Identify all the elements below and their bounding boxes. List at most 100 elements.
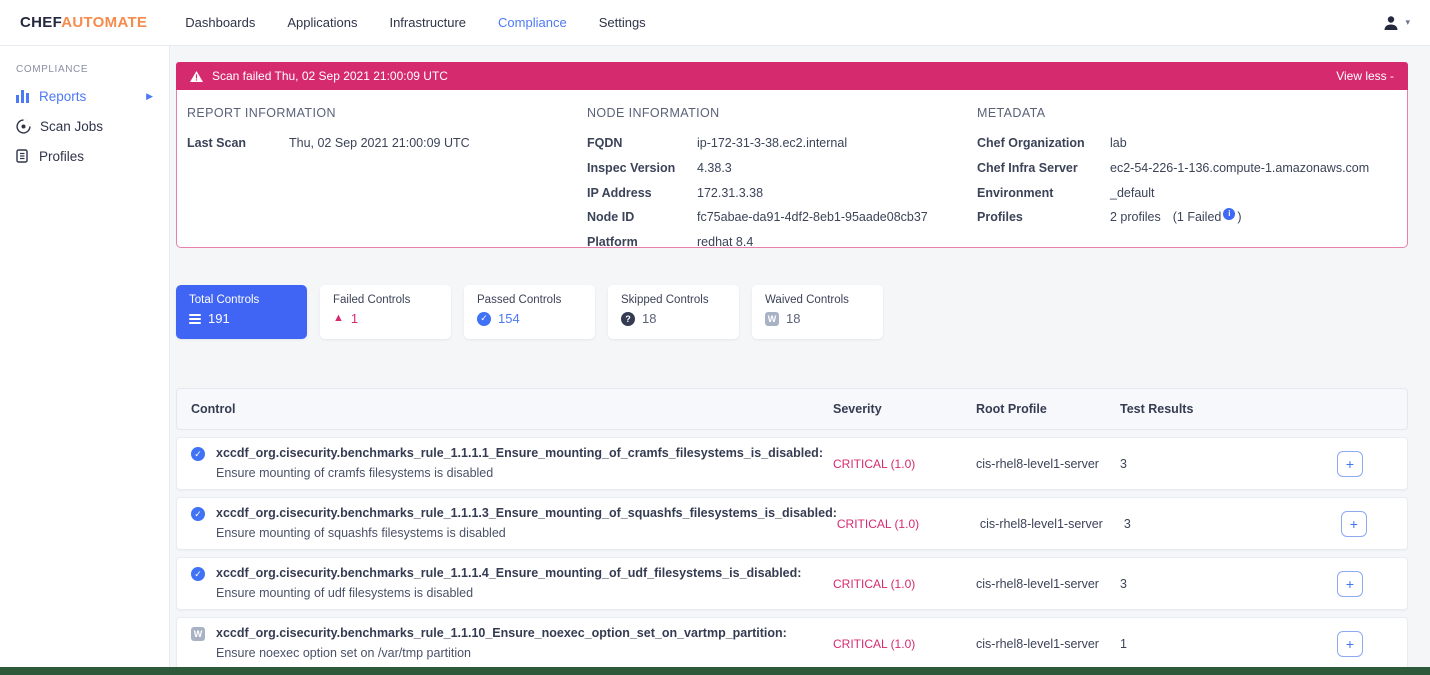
node-information-section: NODE INFORMATION FQDN ip-172-31-3-38.ec2…	[587, 106, 977, 249]
severity-badge: CRITICAL (1.0)	[833, 576, 916, 591]
stat-value: 18	[642, 311, 657, 326]
chef-automate-logo[interactable]: CHEFAUTOMATE	[20, 14, 147, 31]
control-row: W xccdf_org.cisecurity.benchmarks_rule_1…	[176, 617, 1408, 670]
sidebar-section-label: COMPLIANCE	[16, 64, 89, 75]
last-scan-row: Last Scan Thu, 02 Sep 2021 21:00:09 UTC	[187, 134, 587, 153]
user-avatar-icon	[1382, 14, 1400, 32]
stat-card-passed-controls[interactable]: Passed Controls ✓ 154	[464, 285, 595, 339]
report-detail-panel: REPORT INFORMATION Last Scan Thu, 02 Sep…	[176, 90, 1408, 249]
brand-chef: CHEF	[20, 14, 62, 31]
col-header-test-results: Test Results	[1120, 402, 1194, 416]
kv-value: _default	[1110, 185, 1155, 200]
waived-w-icon: W	[191, 627, 205, 642]
nav-item-dashboards[interactable]: Dashboards	[185, 15, 256, 30]
control-description: Ensure noexec option set on /var/tmp par…	[216, 645, 472, 660]
kv-value: lab	[1110, 136, 1127, 150]
failed-triangle-icon: ▲	[333, 312, 344, 324]
top-navigation: CHEFAUTOMATE Dashboards Applications Inf…	[0, 0, 1430, 46]
stat-value: 1	[350, 311, 359, 326]
section-title: REPORT INFORMATION	[187, 106, 336, 120]
chef-organization-row: Chef Organization lab	[977, 134, 1397, 153]
passed-check-icon: ✓	[191, 447, 205, 462]
passed-check-icon: ✓	[477, 311, 491, 326]
controls-table: Control Severity Root Profile Test Resul…	[176, 388, 1408, 670]
kv-value: redhat 8.4	[697, 235, 754, 249]
sidebar-item-scan-jobs[interactable]: Scan Jobs	[16, 119, 153, 134]
root-profile-value: cis-rhel8-level1-server	[976, 576, 1099, 591]
stat-card-skipped-controls[interactable]: Skipped Controls ? 18	[608, 285, 739, 339]
col-header-root-profile: Root Profile	[976, 402, 1047, 416]
test-results-count: 3	[1120, 456, 1127, 471]
expand-row-button[interactable]: +	[1340, 510, 1367, 537]
control-title: xccdf_org.cisecurity.benchmarks_rule_1.1…	[216, 566, 802, 581]
stat-card-total-controls[interactable]: Total Controls 191	[176, 285, 307, 339]
section-title: METADATA	[977, 106, 1046, 120]
nav-item-applications[interactable]: Applications	[287, 15, 358, 30]
severity-badge: CRITICAL (1.0)	[833, 636, 916, 651]
stat-value: 154	[498, 311, 520, 326]
kv-label: Node ID	[587, 210, 635, 225]
stat-card-failed-controls[interactable]: Failed Controls ▲ 1	[320, 285, 451, 339]
info-icon[interactable]: i	[1223, 208, 1236, 221]
stat-label: Failed Controls	[333, 294, 411, 306]
scan-failed-banner: Scan failed Thu, 02 Sep 2021 21:00:09 UT…	[176, 62, 1408, 90]
stat-card-waived-controls[interactable]: Waived Controls W 18	[752, 285, 883, 339]
profiles-count: 2 profiles	[1110, 210, 1161, 225]
sidebar-item-reports[interactable]: Reports ▶	[16, 89, 153, 104]
user-menu[interactable]: ▾	[1382, 14, 1410, 32]
kv-value: 172.31.3.38	[697, 185, 764, 200]
chevron-down-icon: ▾	[1405, 17, 1410, 27]
main-content: Scan failed Thu, 02 Sep 2021 21:00:09 UT…	[170, 46, 1430, 675]
root-profile-value: cis-rhel8-level1-server	[976, 456, 1099, 471]
stat-value: 18	[786, 311, 801, 326]
nav-item-infrastructure[interactable]: Infrastructure	[389, 15, 467, 30]
control-description: Ensure mounting of cramfs filesystems is…	[216, 465, 494, 480]
sidebar-item-label: Reports	[39, 89, 87, 104]
kv-label: Chef Infra Server	[977, 160, 1078, 175]
severity-badge: CRITICAL (1.0)	[836, 516, 920, 531]
brand-automate: AUTOMATE	[61, 14, 148, 31]
compliance-sidebar: COMPLIANCE Reports ▶ Scan Jobs Profiles	[0, 46, 170, 675]
control-title: xccdf_org.cisecurity.benchmarks_rule_1.1…	[216, 506, 837, 521]
skipped-circle-icon: ?	[621, 311, 635, 326]
platform-row: Platform redhat 8.4	[587, 233, 977, 252]
stat-label: Waived Controls	[765, 294, 849, 306]
kv-label: Chef Organization	[977, 136, 1085, 150]
kv-value: fc75abae-da91-4df2-8eb1-95aade08cb37	[697, 210, 928, 225]
sidebar-item-label: Profiles	[39, 149, 85, 164]
kv-label: IP Address	[587, 185, 652, 200]
sidebar-item-label: Scan Jobs	[40, 119, 104, 134]
control-row: ✓ xccdf_org.cisecurity.benchmarks_rule_1…	[176, 557, 1408, 610]
expand-row-button[interactable]: +	[1337, 450, 1363, 477]
test-results-count: 3	[1123, 516, 1131, 531]
control-description: Ensure mounting of udf filesystems is di…	[216, 585, 474, 600]
ip-address-row: IP Address 172.31.3.38	[587, 184, 977, 203]
control-title: xccdf_org.cisecurity.benchmarks_rule_1.1…	[216, 446, 823, 461]
passed-check-icon: ✓	[191, 507, 205, 522]
expand-row-button[interactable]: +	[1337, 570, 1363, 597]
view-less-button[interactable]: View less -	[1336, 69, 1394, 83]
document-icon	[16, 149, 30, 164]
nav-item-settings[interactable]: Settings	[598, 15, 646, 30]
expand-row-button[interactable]: +	[1337, 630, 1363, 657]
chevron-right-icon: ▶	[146, 91, 153, 101]
metadata-section: METADATA Chef Organization lab Chef Infr…	[977, 106, 1397, 247]
kv-value: Thu, 02 Sep 2021 21:00:09 UTC	[289, 136, 470, 150]
profiles-row: Profiles 2 profiles (1 Failed i )	[977, 208, 1397, 227]
top-nav-menu: Dashboards Applications Infrastructure C…	[185, 15, 1382, 30]
kv-label: Profiles	[977, 210, 1023, 225]
test-results-count: 1	[1120, 636, 1127, 651]
col-header-severity: Severity	[833, 402, 882, 416]
control-row: ✓ xccdf_org.cisecurity.benchmarks_rule_1…	[176, 497, 1408, 550]
waived-w-icon: W	[765, 311, 779, 326]
root-profile-value: cis-rhel8-level1-server	[979, 516, 1103, 531]
stat-value: 191	[208, 311, 230, 326]
section-title: NODE INFORMATION	[587, 106, 720, 120]
kv-label: FQDN	[587, 136, 623, 150]
sidebar-item-profiles[interactable]: Profiles	[16, 149, 153, 164]
node-id-row: Node ID fc75abae-da91-4df2-8eb1-95aade08…	[587, 208, 977, 227]
kv-label: Platform	[587, 235, 638, 249]
nav-item-compliance[interactable]: Compliance	[498, 15, 567, 30]
profiles-failed-note: (1 Failed	[1172, 210, 1222, 225]
kv-value: ip-172-31-3-38.ec2.internal	[697, 136, 848, 150]
